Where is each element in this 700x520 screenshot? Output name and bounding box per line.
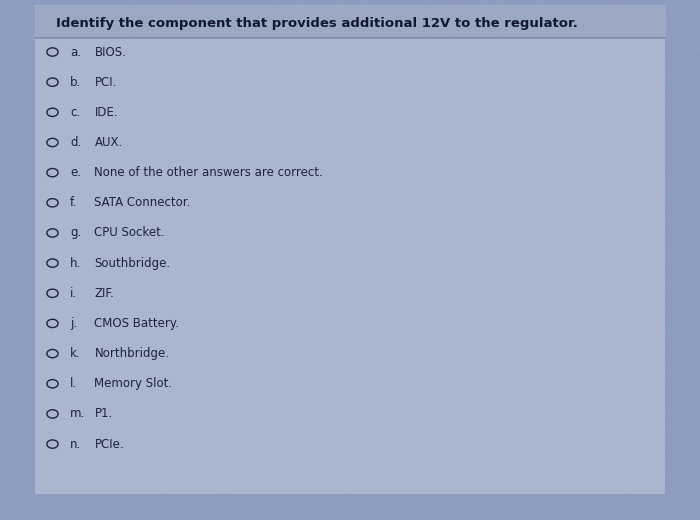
Text: n.: n.	[70, 437, 81, 450]
Text: h.: h.	[70, 256, 81, 269]
Text: SATA Connector.: SATA Connector.	[94, 196, 191, 209]
Text: l.: l.	[70, 378, 77, 390]
Text: CPU Socket.: CPU Socket.	[94, 226, 165, 239]
Text: e.: e.	[70, 166, 81, 179]
Text: None of the other answers are correct.: None of the other answers are correct.	[94, 166, 323, 179]
Text: PCI.: PCI.	[94, 75, 117, 88]
FancyBboxPatch shape	[35, 5, 665, 36]
Text: i.: i.	[70, 287, 77, 300]
Text: b.: b.	[70, 75, 81, 88]
Text: m.: m.	[70, 408, 85, 420]
Text: P1.: P1.	[94, 408, 113, 420]
Text: k.: k.	[70, 347, 80, 360]
Text: c.: c.	[70, 106, 80, 119]
Text: IDE.: IDE.	[94, 106, 118, 119]
Text: a.: a.	[70, 45, 81, 58]
Text: Southbridge.: Southbridge.	[94, 256, 171, 269]
Text: Identify the component that provides additional 12V to the regulator.: Identify the component that provides add…	[56, 17, 578, 30]
Text: d.: d.	[70, 136, 81, 149]
Text: CMOS Battery.: CMOS Battery.	[94, 317, 179, 330]
Text: PCIe.: PCIe.	[94, 437, 124, 450]
Text: j.: j.	[70, 317, 77, 330]
Text: g.: g.	[70, 226, 81, 239]
Text: Memory Slot.: Memory Slot.	[94, 378, 173, 390]
Text: ZIF.: ZIF.	[94, 287, 114, 300]
Text: BIOS.: BIOS.	[94, 45, 127, 58]
Text: f.: f.	[70, 196, 77, 209]
Text: AUX.: AUX.	[94, 136, 122, 149]
FancyBboxPatch shape	[35, 39, 665, 494]
Text: Northbridge.: Northbridge.	[94, 347, 169, 360]
